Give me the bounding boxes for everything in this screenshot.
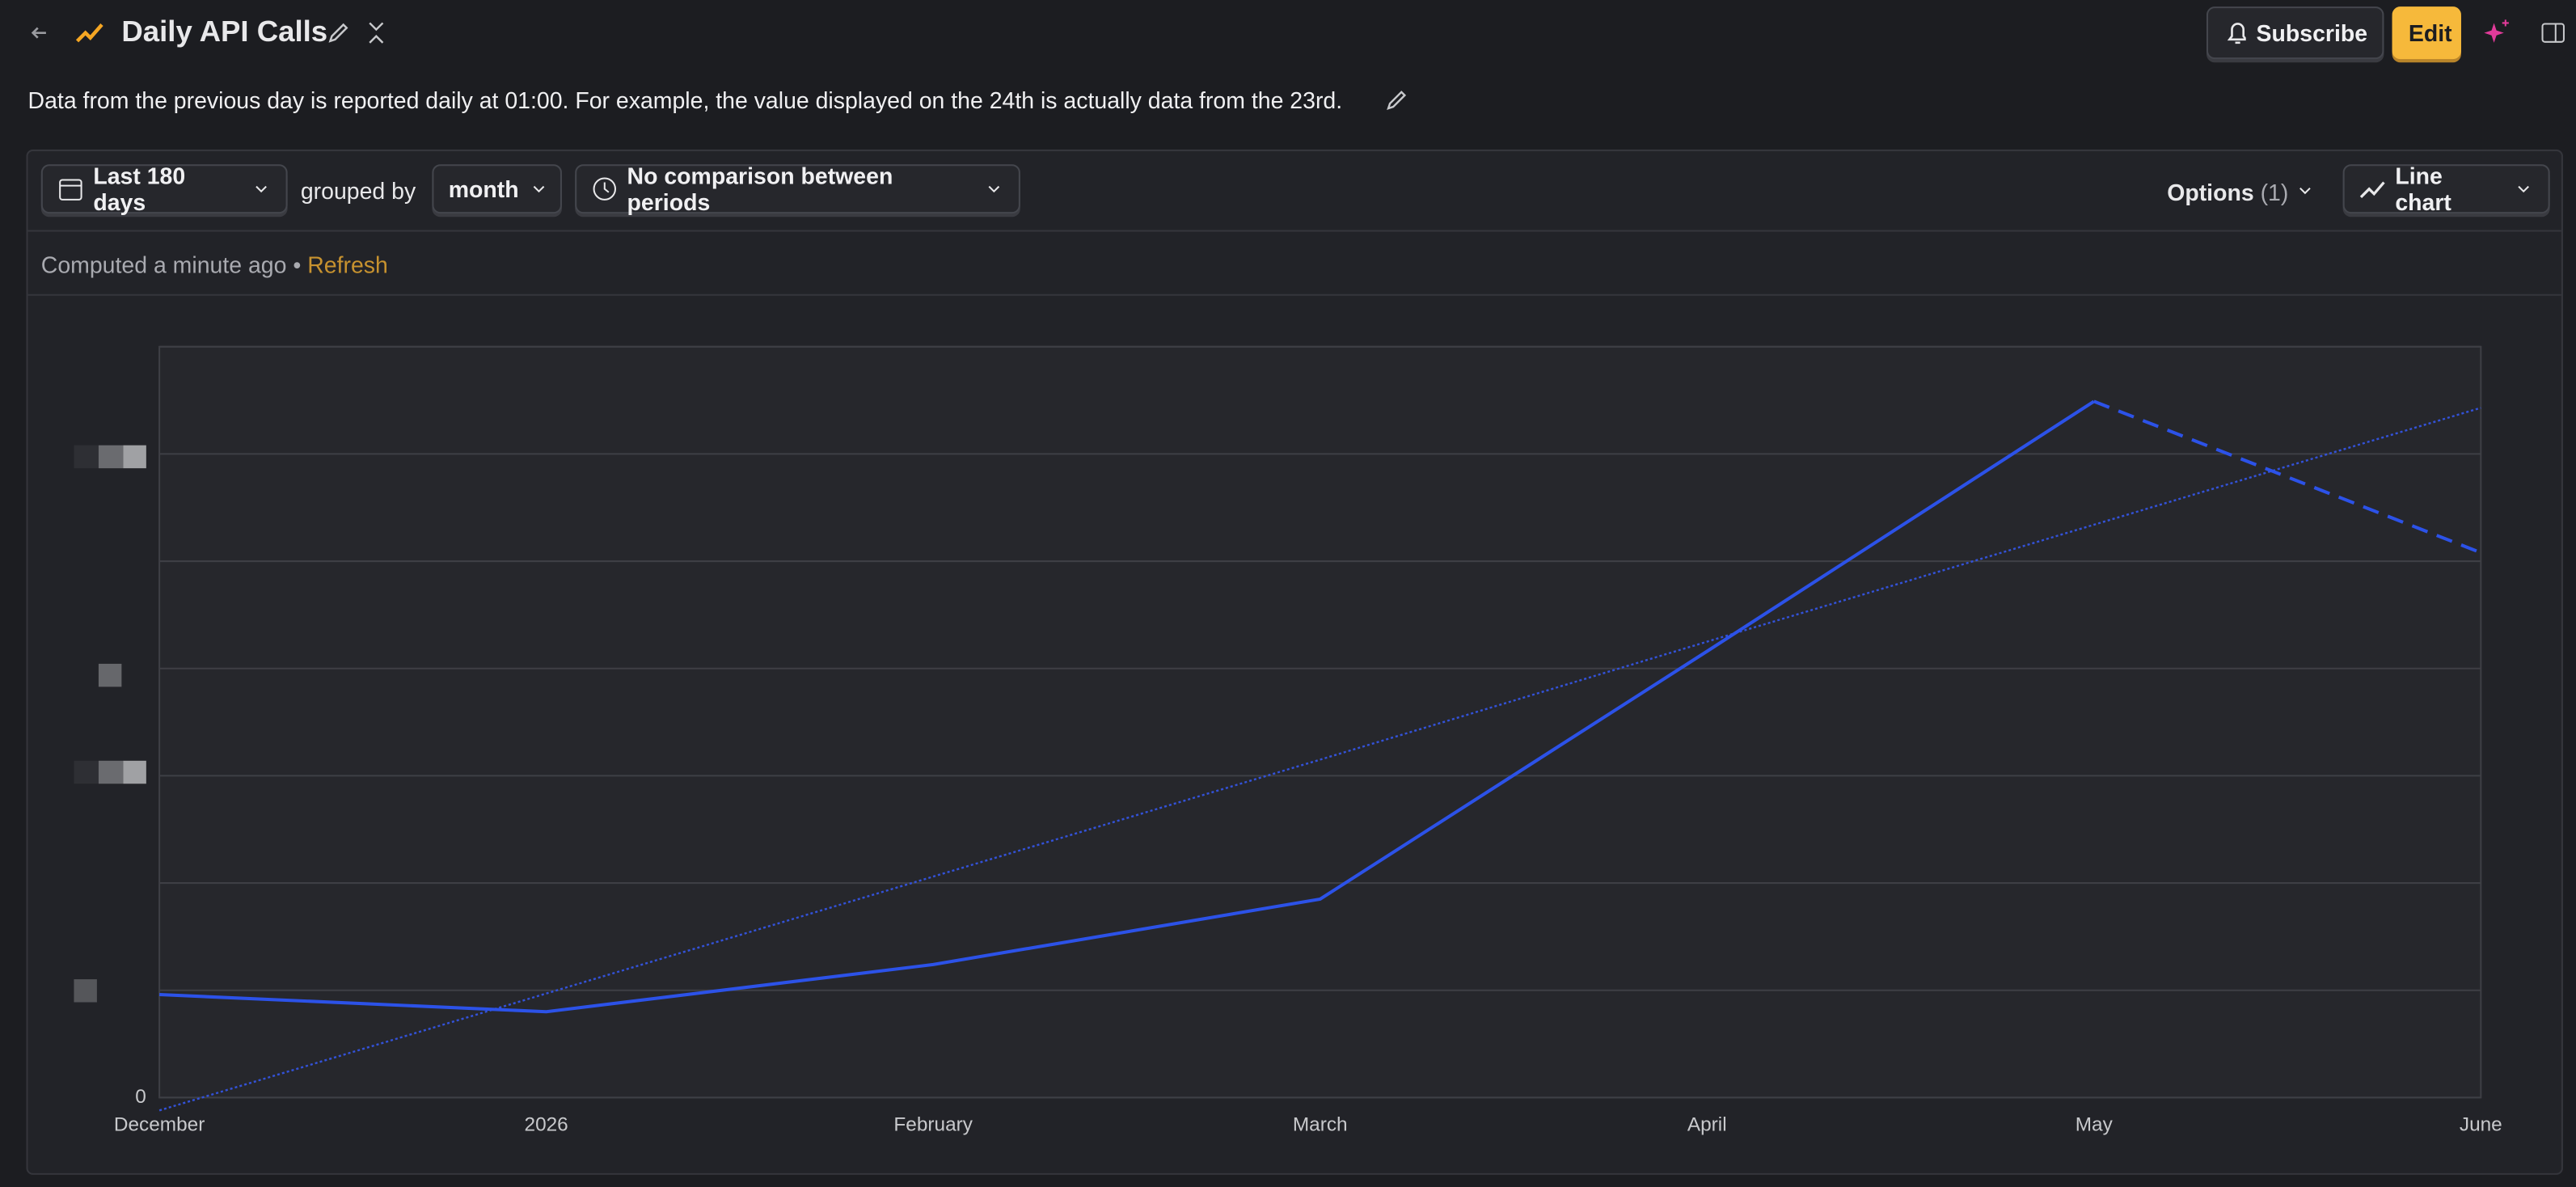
- x-tick-label: May: [2076, 1113, 2114, 1135]
- line-icon: [2359, 181, 2385, 198]
- chevron: [2518, 185, 2530, 193]
- ai-icon[interactable]: [2481, 16, 2517, 49]
- chevron: [989, 185, 1000, 193]
- chevron: [2299, 187, 2311, 195]
- comparison-button[interactable]: No comparison between periods: [575, 163, 1020, 216]
- divider: [27, 294, 2561, 296]
- chevron: [255, 185, 268, 193]
- chart-type-button[interactable]: Line chart: [2342, 163, 2550, 216]
- interval-label: month: [448, 175, 519, 202]
- interval-button[interactable]: month: [432, 164, 562, 214]
- bell-icon: [2227, 23, 2247, 44]
- panel-icon[interactable]: [2540, 19, 2566, 46]
- options-label: Options: [2167, 179, 2254, 206]
- chart-type-label: Line chart: [2395, 163, 2451, 216]
- x-tick-label: February: [893, 1113, 973, 1135]
- subscribe-button[interactable]: Subscribe: [2206, 6, 2384, 60]
- back-arrow[interactable]: [27, 19, 53, 46]
- redacted-labels: [74, 445, 146, 1003]
- edit-button[interactable]: Edit: [2392, 6, 2461, 60]
- status: Computed a minute ago • Refresh: [41, 251, 388, 278]
- computed-label: Computed a minute ago: [40, 251, 287, 278]
- x-tick-label: 2026: [525, 1113, 568, 1135]
- calendar-icon: [59, 179, 82, 201]
- date-range-label: Last 180 days: [93, 163, 186, 216]
- x-tick-label: December: [114, 1113, 205, 1135]
- refresh-link[interactable]: Refresh: [307, 251, 388, 278]
- edit-label: Edit: [2408, 19, 2452, 46]
- page-title: Daily API Calls: [121, 15, 328, 48]
- comparison-label: No comparison between periods: [627, 163, 893, 216]
- subscribe-label: Subscribe: [2256, 19, 2368, 46]
- chevron: [533, 185, 544, 193]
- trend-icon: [75, 23, 103, 43]
- description-edit-icon[interactable]: [1383, 87, 1410, 114]
- divider: [27, 230, 2561, 232]
- trend-line: [158, 407, 2481, 1112]
- plot-area: [158, 345, 2482, 1099]
- y-tick-label: 0: [135, 1086, 146, 1108]
- x-tick-label: June: [2460, 1113, 2502, 1135]
- description: Data from the previous day is reported d…: [27, 87, 1343, 114]
- options-button[interactable]: Options (1): [2167, 179, 2314, 205]
- clock-icon: [593, 177, 617, 201]
- separator: •: [293, 251, 302, 278]
- series-line-incomplete: [2093, 399, 2482, 555]
- date-range-button[interactable]: Last 180 days: [40, 163, 288, 216]
- series-line: [159, 399, 2095, 1014]
- x-tick-label: March: [1293, 1113, 1348, 1135]
- collapse-icon[interactable]: [365, 19, 387, 46]
- grouped-by-label: grouped by: [300, 177, 416, 204]
- edit-icon[interactable]: [325, 19, 352, 46]
- x-tick-label: April: [1687, 1113, 1727, 1135]
- options-count: (1): [2260, 179, 2289, 206]
